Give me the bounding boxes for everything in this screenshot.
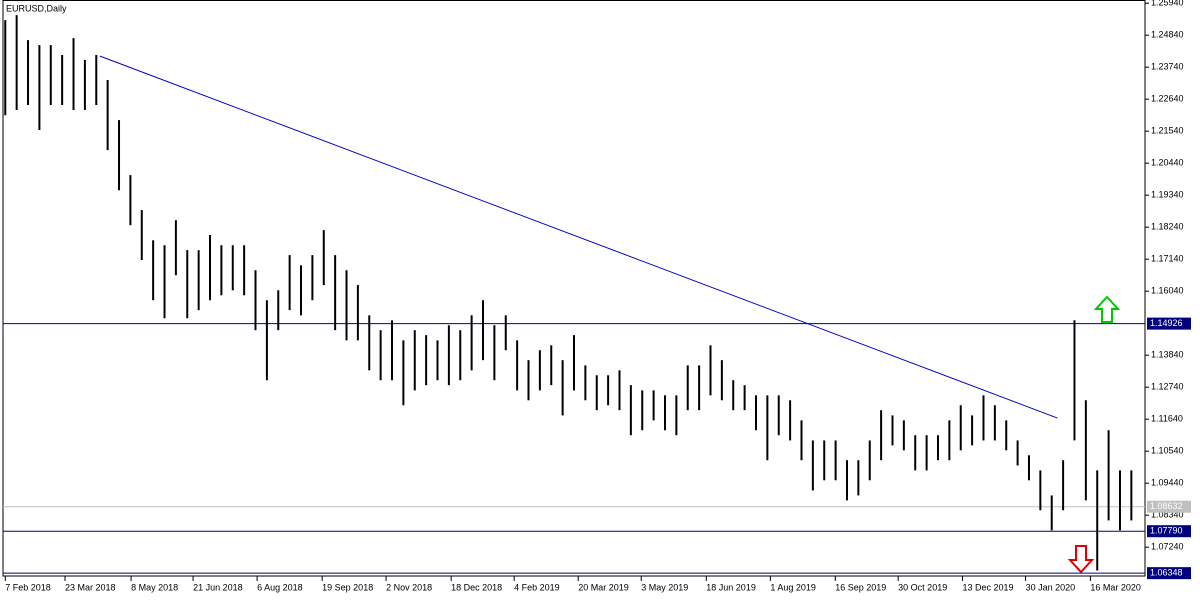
y-tick-label: 1.08340 — [1151, 510, 1184, 520]
x-tick-label: 7 Feb 2018 — [5, 582, 51, 592]
x-tick-label: 1 Aug 2019 — [770, 582, 816, 592]
x-tick-label: 20 Mar 2019 — [578, 582, 629, 592]
plot-frame — [2, 0, 1146, 577]
x-tick-label: 21 Jun 2018 — [193, 582, 243, 592]
trend-line — [99, 55, 1058, 419]
y-tick-label: 1.21540 — [1151, 126, 1184, 136]
x-tick-label: 8 May 2018 — [131, 582, 178, 592]
x-tick-label: 13 Dec 2019 — [962, 582, 1013, 592]
y-tick-label: 1.18240 — [1151, 222, 1184, 232]
level-label-box — [1147, 317, 1191, 330]
x-tick-label: 2 Nov 2018 — [386, 582, 432, 592]
level-label-box — [1147, 567, 1191, 580]
x-tick-label: 6 Aug 2018 — [257, 582, 303, 592]
y-tick-label: 1.23740 — [1151, 62, 1184, 72]
y-tick-label: 1.09440 — [1151, 478, 1184, 488]
x-tick-label: 30 Jan 2020 — [1026, 582, 1076, 592]
y-tick-label: 1.24840 — [1151, 30, 1184, 40]
up-arrow — [1093, 295, 1121, 323]
y-tick-label: 1.19340 — [1151, 190, 1184, 200]
y-tick-label: 1.11640 — [1151, 414, 1183, 424]
x-tick-label: 16 Mar 2020 — [1090, 582, 1141, 592]
level-label-box — [1147, 500, 1191, 513]
y-tick-label: 1.10540 — [1151, 446, 1184, 456]
y-tick-label: 1.20440 — [1151, 158, 1184, 168]
y-tick-label: 1.22640 — [1151, 94, 1184, 104]
y-tick-label: 1.13840 — [1151, 350, 1184, 360]
level-label: 1.07790 — [1150, 526, 1183, 536]
level-label: 1.08632 — [1150, 501, 1183, 511]
x-tick-label: 18 Dec 2018 — [451, 582, 502, 592]
x-tick-label: 4 Feb 2019 — [514, 582, 560, 592]
y-tick-label: 1.07240 — [1151, 542, 1184, 552]
level-label: 1.06348 — [1150, 568, 1183, 578]
x-tick-label: 30 Oct 2019 — [898, 582, 947, 592]
y-tick-label: 1.17140 — [1151, 254, 1184, 264]
chart-title: EURUSD,Daily — [6, 3, 67, 13]
y-tick-label: 1.25940 — [1151, 0, 1184, 8]
down-arrow — [1067, 545, 1095, 574]
x-tick-label: 18 Jun 2019 — [706, 582, 756, 592]
level-label-box — [1147, 525, 1191, 538]
x-tick-label: 19 Sep 2018 — [322, 582, 373, 592]
level-label: 1.14926 — [1150, 318, 1183, 328]
y-tick-label: 1.12740 — [1151, 382, 1184, 392]
x-tick-label: 3 May 2019 — [641, 582, 688, 592]
x-tick-label: 16 Sep 2019 — [835, 582, 886, 592]
y-tick-label: 1.16040 — [1151, 286, 1184, 296]
x-tick-label: 23 Mar 2018 — [65, 582, 116, 592]
